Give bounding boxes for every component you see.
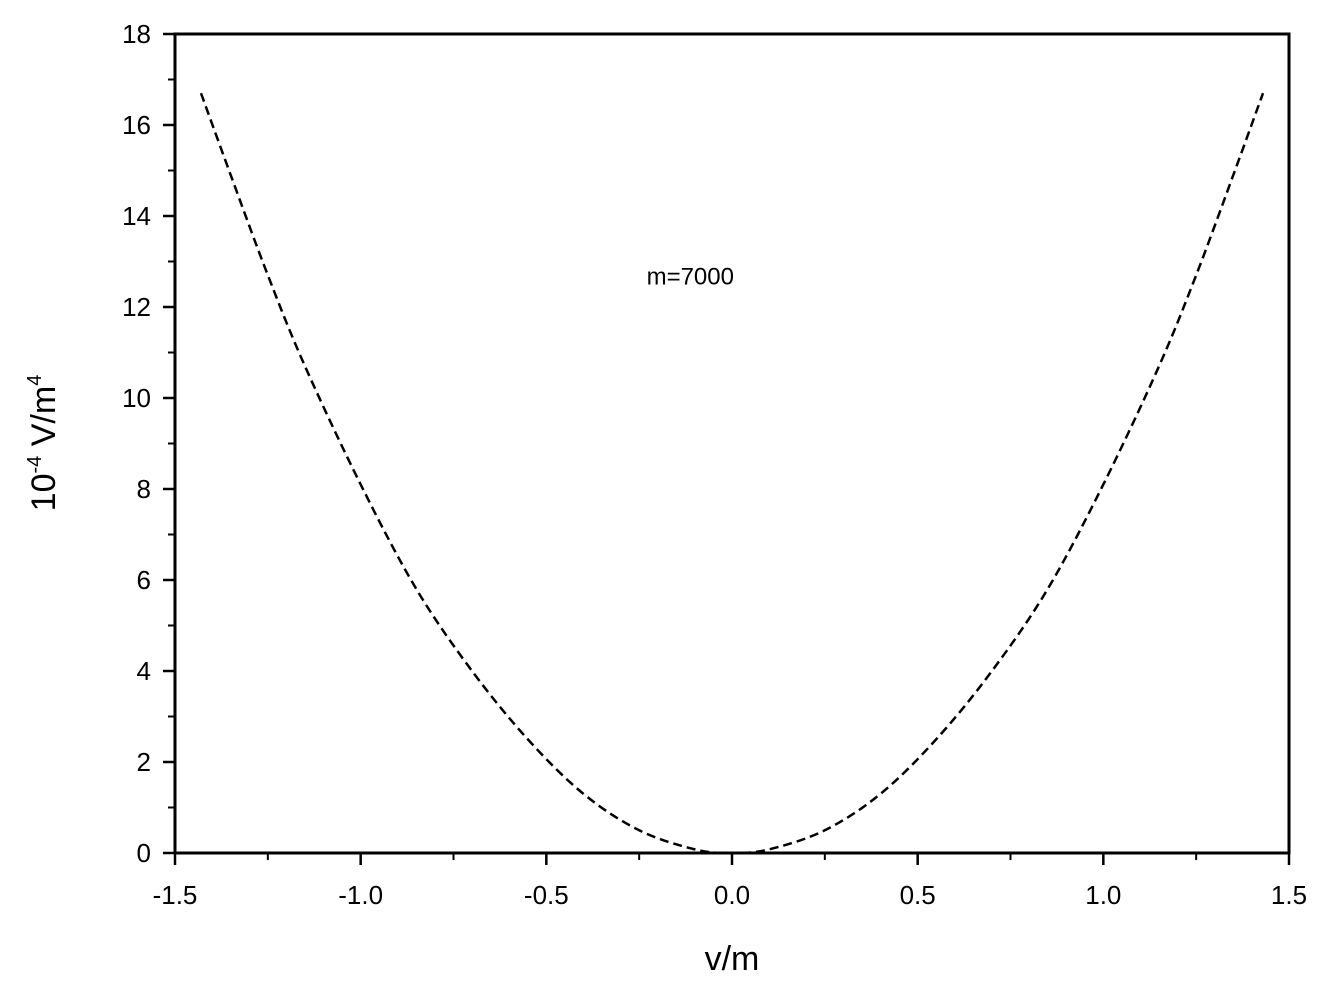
y-ticks: 0 2 4 6 8 10 12 14 16 18 [122,19,175,868]
y-tick-label: 4 [137,656,151,686]
annotation-label: m=7000 [647,263,734,290]
x-ticks: -1.5 -1.0 -0.5 0.0 0.5 1.0 1.5 [153,853,1307,910]
x-tick-label: 1.5 [1271,880,1307,910]
y-tick-label: 2 [137,747,151,777]
y-tick-label: 0 [137,838,151,868]
x-tick-label: -1.0 [338,880,383,910]
y-tick-label: 12 [122,292,151,322]
series-line [199,92,1265,855]
y-axis-title-prefix: 10 [25,474,63,512]
y-axis-title-main: V/m [25,386,63,456]
series-layer [199,92,1265,855]
y-tick-label: 16 [122,110,151,140]
x-tick-label: -0.5 [524,880,569,910]
y-axis-title: 10-4 V/m4 [24,375,63,512]
x-tick-label: 0.0 [714,880,750,910]
x-tick-label: 0.5 [900,880,936,910]
y-tick-label: 8 [137,474,151,504]
plot-frame [173,32,1291,855]
y-axis-title-main-sup: 4 [24,375,46,386]
x-tick-label: -1.5 [153,880,198,910]
y-axis-title-prefix-sup: -4 [24,456,46,474]
y-tick-label: 10 [122,383,151,413]
x-tick-label: 1.0 [1085,880,1121,910]
x-axis-title: v/m [705,940,760,978]
y-tick-label: 6 [137,565,151,595]
y-tick-label: 14 [122,201,151,231]
y-tick-label: 18 [122,19,151,49]
